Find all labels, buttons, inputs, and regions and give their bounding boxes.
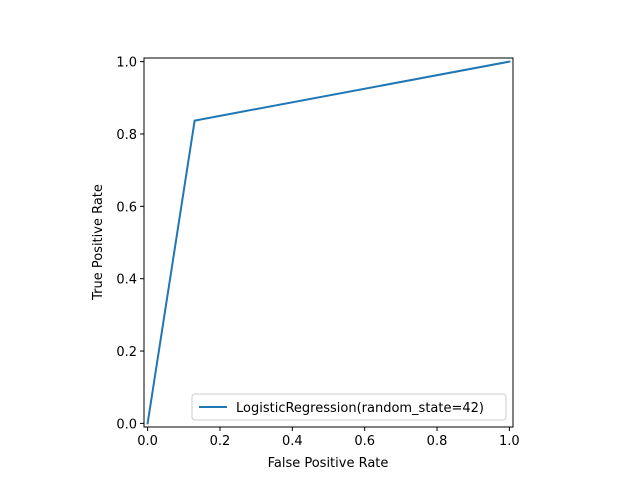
y-tick-label: 0.4 xyxy=(116,273,137,288)
y-axis-ticks: 0.0 0.2 0.4 0.6 0.8 1.0 xyxy=(116,56,144,432)
y-tick-label: 0.0 xyxy=(116,417,137,432)
x-tick-label: 0.2 xyxy=(210,434,231,449)
legend: LogisticRegression(random_state=42) xyxy=(191,393,507,421)
x-tick-label: 0.4 xyxy=(282,434,303,449)
x-tick-label: 0.8 xyxy=(427,434,448,449)
y-tick-label: 0.6 xyxy=(116,200,137,215)
legend-label: LogisticRegression(random_state=42) xyxy=(236,401,484,416)
y-axis-label: True Positive Rate xyxy=(91,184,106,301)
legend-box xyxy=(191,393,507,421)
plot-frame xyxy=(143,57,514,428)
y-tick-label: 0.8 xyxy=(116,128,137,143)
y-tick-label: 1.0 xyxy=(116,56,137,71)
x-axis-label: False Positive Rate xyxy=(268,456,389,471)
x-tick-label: 0.0 xyxy=(137,434,158,449)
plot-area xyxy=(146,60,511,425)
y-tick-label: 0.2 xyxy=(116,345,137,360)
x-axis-ticks: 0.0 0.2 0.4 0.6 0.8 1.0 xyxy=(137,427,520,449)
x-tick-label: 0.6 xyxy=(354,434,375,449)
roc-curve-line xyxy=(146,60,511,425)
x-tick-label: 1.0 xyxy=(499,434,520,449)
